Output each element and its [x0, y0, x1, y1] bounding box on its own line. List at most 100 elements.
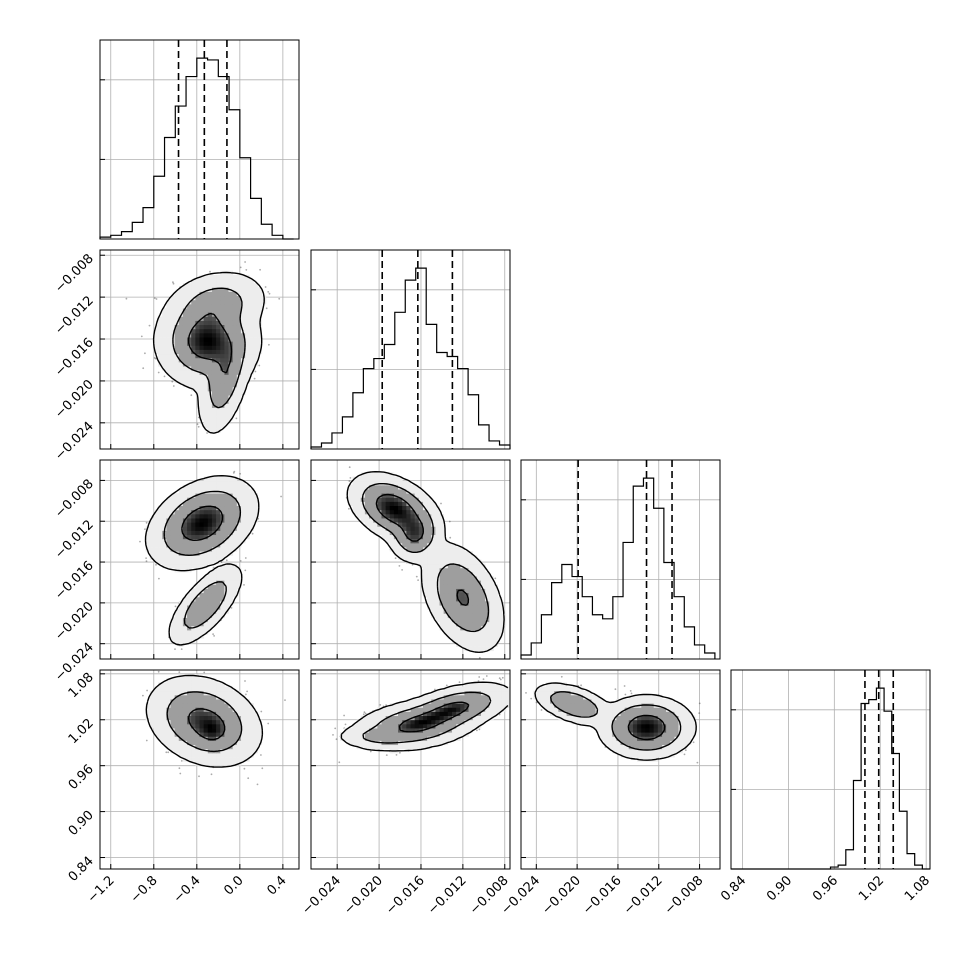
density-cell	[410, 559, 416, 565]
density-cell	[641, 694, 646, 700]
density-cell	[203, 538, 209, 544]
density-cell	[170, 534, 176, 540]
density-cell	[162, 707, 167, 712]
density-cell	[480, 580, 486, 585]
density-cell	[211, 707, 217, 712]
density-cell	[443, 629, 449, 635]
density-cell	[170, 299, 176, 305]
density-cell	[393, 732, 399, 737]
density-cell	[435, 542, 440, 548]
density-cell	[182, 707, 188, 712]
density-cell	[443, 605, 449, 610]
density-cell	[393, 707, 399, 712]
density-cell	[628, 703, 634, 708]
density-cell	[182, 547, 188, 552]
density-cell	[493, 592, 498, 598]
density-cell	[187, 361, 192, 367]
density-cell	[187, 374, 192, 379]
density-cell	[211, 349, 217, 355]
density-cell	[431, 596, 436, 602]
density-cell	[199, 711, 205, 717]
density-cell	[224, 291, 229, 297]
density-cell	[207, 312, 213, 317]
density-cell	[232, 740, 238, 746]
density-cell	[406, 497, 411, 502]
density-cell	[493, 634, 498, 639]
scatter-point	[245, 269, 248, 271]
density-cell	[682, 740, 688, 746]
density-cell	[224, 497, 229, 502]
density-cell	[195, 563, 200, 569]
density-cell	[414, 501, 420, 507]
density-cell	[232, 538, 238, 544]
density-cell	[207, 621, 213, 627]
density-cell	[207, 600, 213, 606]
density-cell	[149, 538, 155, 544]
density-cell	[674, 707, 679, 712]
density-cell	[443, 584, 449, 589]
density-cell	[216, 752, 221, 758]
density-cell	[451, 588, 457, 594]
density-cell	[187, 287, 192, 292]
density-cell	[207, 522, 213, 527]
density-cell	[191, 279, 196, 284]
density-cell	[443, 547, 449, 552]
density-cell	[599, 707, 605, 712]
density-cell	[402, 489, 407, 494]
density-cell	[182, 638, 188, 643]
density-cell	[220, 501, 225, 507]
density-cell	[422, 707, 428, 712]
density-cell	[686, 719, 692, 725]
density-cell	[422, 592, 428, 598]
density-cell	[187, 596, 192, 602]
density-cell	[485, 625, 490, 631]
density-cell	[199, 312, 205, 317]
density-cell	[393, 501, 399, 507]
density-cell	[178, 629, 184, 635]
density-cell	[493, 621, 498, 627]
scatter-point	[172, 281, 174, 284]
density-cell	[216, 600, 221, 606]
density-cell	[187, 699, 192, 704]
density-cell	[178, 728, 184, 733]
density-cell	[456, 580, 461, 585]
density-cell	[476, 567, 482, 573]
density-cell	[645, 715, 650, 721]
scatter-point	[244, 557, 247, 559]
density-cell	[236, 308, 242, 313]
density-cell	[480, 567, 486, 573]
density-cell	[464, 634, 469, 639]
density-cell	[191, 757, 196, 762]
density-cell	[364, 472, 370, 477]
density-cell	[182, 686, 188, 692]
density-cell	[216, 723, 221, 729]
density-cell	[199, 299, 205, 305]
density-cell	[641, 757, 646, 762]
density-cell	[228, 299, 234, 305]
density-cell	[620, 723, 626, 729]
density-cell	[373, 736, 378, 741]
density-cell	[468, 621, 474, 627]
density-cell	[418, 505, 424, 511]
density-cell	[468, 563, 474, 569]
density-cell	[245, 295, 250, 301]
density-cell	[199, 407, 205, 413]
density-cell	[207, 723, 213, 729]
panel-frame	[310, 249, 511, 450]
scatter-point	[259, 268, 261, 271]
density-cell	[443, 613, 449, 618]
density-cell	[149, 715, 155, 721]
density-cell	[199, 415, 205, 421]
density-cell	[158, 518, 163, 523]
density-cell	[249, 316, 254, 321]
density-cell	[493, 682, 498, 687]
density-cell	[570, 686, 576, 692]
density-cell	[240, 299, 246, 305]
density-cell	[203, 542, 209, 548]
density-cell	[460, 563, 465, 569]
scatter-point	[580, 684, 582, 687]
density-cell	[435, 707, 440, 712]
density-cell	[187, 592, 192, 598]
density-cell	[228, 324, 234, 330]
density-cell	[464, 686, 469, 692]
